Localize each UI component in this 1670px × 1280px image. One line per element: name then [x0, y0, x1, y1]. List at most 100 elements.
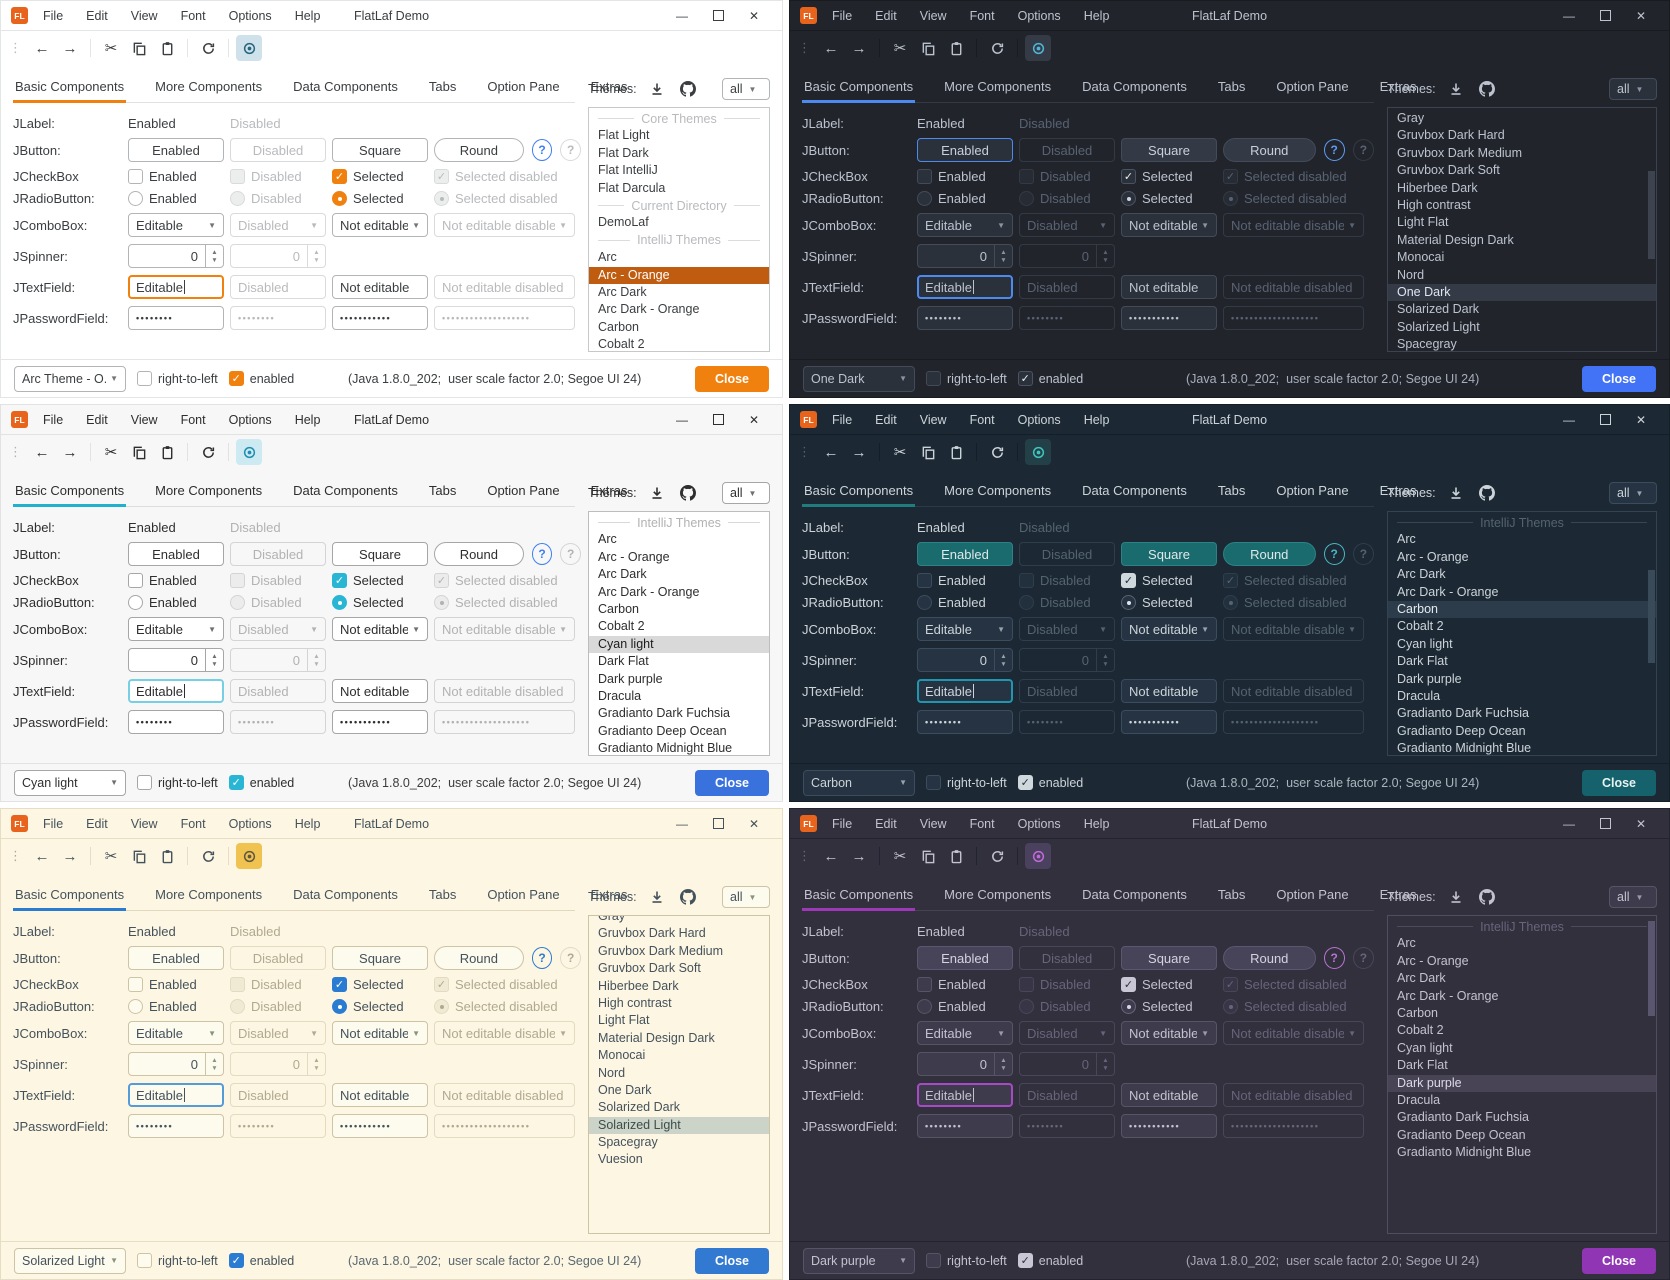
cut-button[interactable]: ✂ [104, 444, 118, 461]
menu-help[interactable]: Help [294, 816, 321, 831]
tab-more-components[interactable]: More Components [155, 887, 263, 902]
minimize-button[interactable]: — [1563, 412, 1575, 427]
combo-editable[interactable]: Editable ▼ [917, 213, 1013, 237]
menu-file[interactable]: File [832, 8, 853, 23]
close-window-button[interactable]: ✕ [748, 8, 760, 23]
theme-list-item[interactable]: Arc Dark - Orange [1397, 584, 1499, 599]
theme-list-item[interactable]: Flat Dark [598, 145, 649, 160]
menu-file[interactable]: File [43, 816, 64, 831]
enabled-checkbox[interactable]: ✓ enabled [1017, 1253, 1083, 1268]
theme-list-item[interactable]: Arc - Orange [598, 549, 670, 564]
scrollbar-thumb[interactable] [1648, 570, 1655, 663]
enabled-button[interactable]: Enabled [917, 946, 1013, 970]
spinner-enabled[interactable]: 0 ▲ ▼ [128, 244, 224, 268]
theme-list-item[interactable]: Gradianto Midnight Blue [598, 741, 733, 756]
maximize-button[interactable] [700, 413, 736, 427]
menu-help[interactable]: Help [1083, 8, 1110, 23]
tab-option-pane[interactable]: Option Pane [487, 483, 560, 498]
theme-filter-combo[interactable]: all ▼ [1609, 78, 1657, 100]
menu-view[interactable]: View [919, 816, 947, 831]
theme-list-item[interactable]: Gradianto Deep Ocean [1397, 1127, 1526, 1142]
copy-button[interactable] [915, 439, 941, 465]
enabled-checkbox[interactable]: ✓ enabled [228, 775, 294, 790]
help-button[interactable]: ? [531, 543, 553, 565]
download-theme-button[interactable] [1445, 886, 1467, 908]
close-button[interactable]: Close [1582, 365, 1656, 392]
textfield-editable[interactable]: Editable [917, 679, 1013, 703]
menu-help[interactable]: Help [294, 8, 321, 23]
theme-list-item[interactable]: Gradianto Midnight Blue [1397, 741, 1532, 756]
tab-tabs[interactable]: Tabs [428, 887, 457, 902]
theme-list-item[interactable]: Dark Flat [598, 654, 649, 669]
menu-edit[interactable]: Edit [86, 412, 108, 427]
help-button[interactable]: ? [1323, 139, 1345, 161]
enabled-checkbox[interactable]: ✓ enabled [1017, 371, 1083, 386]
tab-option-pane[interactable]: Option Pane [1276, 887, 1349, 902]
help-button[interactable]: ? [531, 139, 553, 161]
tab-data-components[interactable]: Data Components [293, 887, 398, 902]
textfield-editable[interactable]: Editable [128, 1083, 224, 1107]
enabled-button[interactable]: Enabled [128, 542, 224, 566]
github-button[interactable] [677, 482, 699, 504]
tab-tabs[interactable]: Tabs [1217, 79, 1246, 94]
theme-list-item[interactable]: One Dark [1388, 283, 1656, 302]
square-button[interactable]: Square [332, 542, 428, 566]
theme-list-item[interactable]: Gradianto Deep Ocean [598, 723, 727, 738]
theme-list-item[interactable]: Dark purple [1397, 671, 1462, 686]
password-field-not-editable[interactable]: ••••••••••• [1121, 306, 1217, 330]
menu-view[interactable]: View [130, 816, 158, 831]
theme-list-item[interactable]: Gray [1397, 111, 1425, 125]
refresh-button[interactable] [984, 35, 1010, 61]
theme-list-item[interactable]: Dark purple [1388, 1074, 1656, 1092]
theme-filter-combo[interactable]: all ▼ [722, 482, 770, 504]
theme-list-item[interactable]: Nord [598, 1065, 626, 1080]
back-button[interactable]: ← [823, 39, 839, 57]
show-hover-toggle-button[interactable] [236, 843, 262, 869]
toolbar-grip-handle[interactable]: ⋮ [798, 40, 811, 55]
show-hover-toggle-button[interactable] [1025, 439, 1051, 465]
forward-button[interactable]: → [62, 443, 78, 461]
theme-list-item[interactable]: Dracula [598, 688, 642, 703]
paste-button[interactable] [154, 35, 180, 61]
menu-font[interactable]: Font [969, 816, 995, 831]
radio-selected[interactable]: Selected [332, 595, 428, 610]
theme-list-item[interactable]: Flat IntelliJ [598, 163, 658, 178]
theme-list-item[interactable]: Nord [1397, 267, 1425, 282]
round-button[interactable]: Round [434, 946, 524, 970]
combo-editable[interactable]: Editable ▼ [917, 1021, 1013, 1045]
tab-more-components[interactable]: More Components [155, 483, 263, 498]
maximize-button[interactable] [700, 817, 736, 831]
tab-tabs[interactable]: Tabs [428, 483, 457, 498]
copy-button[interactable] [915, 35, 941, 61]
round-button[interactable]: Round [434, 138, 524, 162]
spinner-enabled[interactable]: 0 ▲ ▼ [917, 244, 1013, 268]
combo-editable[interactable]: Editable ▼ [128, 1021, 224, 1045]
password-field-not-editable[interactable]: ••••••••••• [332, 1114, 428, 1138]
footer-theme-combo[interactable]: Arc Theme - O... ▼ [14, 365, 126, 392]
theme-list-item[interactable]: Light Flat [1397, 215, 1449, 230]
right-to-left-checkbox[interactable]: ✓right-to-left [137, 775, 218, 790]
back-button[interactable]: ← [34, 443, 50, 461]
theme-list-item[interactable]: Carbon [1397, 1005, 1438, 1020]
password-field-editable[interactable]: •••••••• [128, 710, 224, 734]
tab-basic-components[interactable]: Basic Components [13, 880, 127, 911]
minimize-button[interactable]: — [1563, 816, 1575, 831]
tab-basic-components[interactable]: Basic Components [13, 72, 127, 103]
theme-list-item[interactable]: Dark purple [598, 671, 663, 686]
theme-list-item[interactable]: Gruvbox Dark Medium [598, 943, 724, 958]
show-hover-toggle-button[interactable] [236, 35, 262, 61]
theme-filter-combo[interactable]: all ▼ [722, 78, 770, 100]
tab-data-components[interactable]: Data Components [1082, 483, 1187, 498]
menu-view[interactable]: View [130, 412, 158, 427]
checkbox-selected[interactable]: ✓ Selected [1121, 169, 1217, 184]
tab-option-pane[interactable]: Option Pane [1276, 79, 1349, 94]
textfield-not-editable[interactable]: Not editable [1121, 679, 1217, 703]
tab-extras[interactable]: Extras [1379, 887, 1417, 902]
menu-font[interactable]: Font [969, 8, 995, 23]
tab-basic-components[interactable]: Basic Components [802, 476, 916, 507]
theme-filter-combo[interactable]: all ▼ [1609, 886, 1657, 908]
cut-button[interactable]: ✂ [104, 40, 118, 57]
theme-list-item[interactable]: Gray [598, 915, 626, 923]
scrollbar-thumb[interactable] [1648, 171, 1655, 259]
menu-options[interactable]: Options [1017, 412, 1061, 427]
